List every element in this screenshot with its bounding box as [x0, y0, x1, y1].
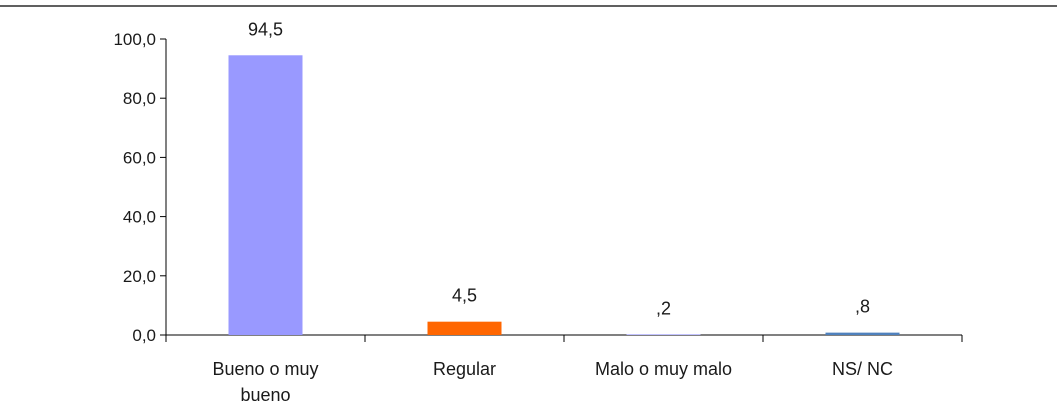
data-label: 4,5 [452, 286, 477, 306]
y-tick-label: 100,0 [113, 30, 156, 49]
category-label: NS/ NC [832, 359, 893, 379]
y-tick-label: 0,0 [132, 326, 156, 345]
bar [427, 321, 502, 335]
bar [228, 55, 303, 335]
data-label: ,8 [855, 297, 870, 317]
bar [825, 332, 900, 335]
y-tick-label: 20,0 [123, 267, 156, 286]
data-label: 94,5 [248, 19, 283, 39]
category-label: Bueno o muy [212, 359, 318, 379]
y-tick-label: 40,0 [123, 208, 156, 227]
category-label: Regular [433, 359, 496, 379]
bar [626, 334, 701, 335]
category-label: bueno [240, 385, 290, 405]
y-tick-label: 80,0 [123, 89, 156, 108]
category-label: Malo o muy malo [595, 359, 732, 379]
data-label: ,2 [656, 298, 671, 318]
y-tick-label: 60,0 [123, 148, 156, 167]
